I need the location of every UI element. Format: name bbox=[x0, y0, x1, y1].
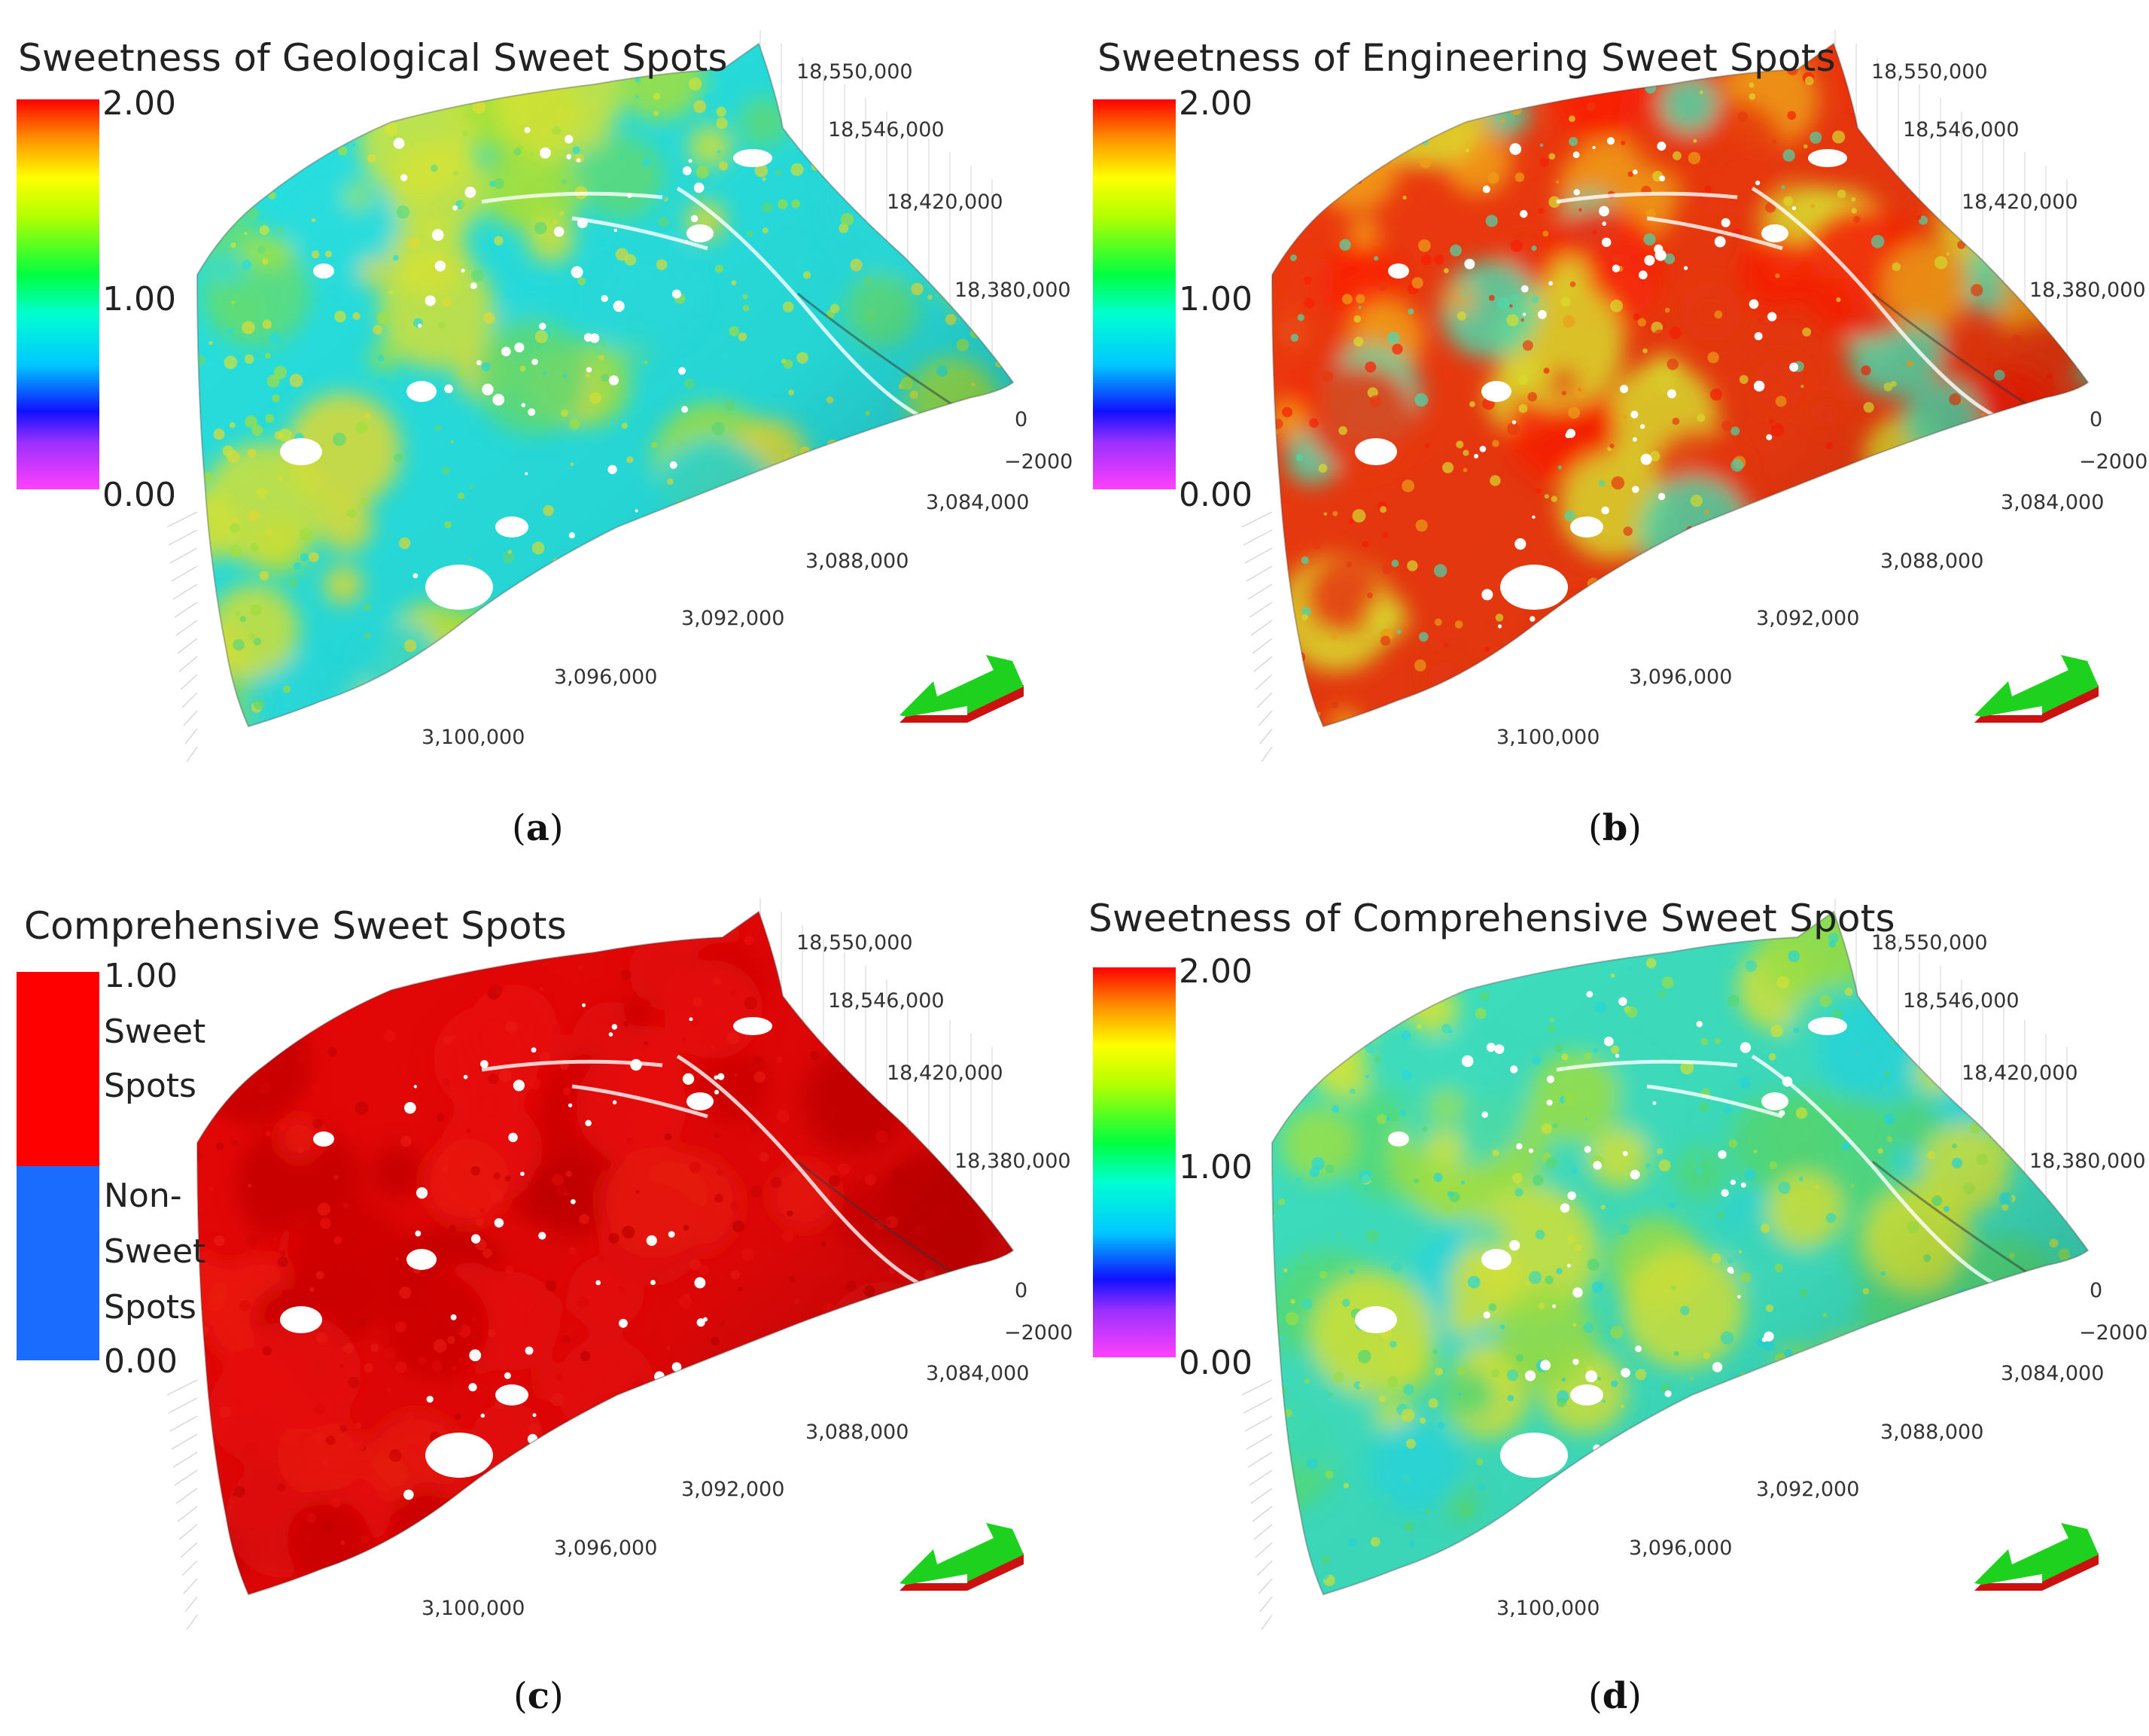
panel-a-caption-letter: a bbox=[525, 807, 549, 849]
surface-edge-c bbox=[196, 910, 1015, 1596]
surface-edge-b bbox=[1271, 42, 2090, 728]
x-tick-a-0: 3,084,000 bbox=[926, 491, 1030, 514]
surface-map-b bbox=[1241, 30, 2099, 763]
colorbar-c-top: 1.00 bbox=[104, 957, 178, 995]
direction-arrow-c-icon bbox=[899, 1523, 1024, 1591]
panel-d: Sweetness of Comprehensive Sweet Spots 2… bbox=[1075, 868, 2149, 1736]
colorbar-d bbox=[1093, 967, 1176, 1357]
z-tick-a-1: −2000 bbox=[1004, 450, 1073, 474]
colorbar-c-non-l2: Sweet bbox=[104, 1232, 206, 1271]
surface-edge-d bbox=[1271, 910, 2090, 1596]
y-tick-c-2: 18,420,000 bbox=[887, 1061, 1003, 1085]
panel-b-caption-letter: b bbox=[1602, 807, 1628, 849]
z-tick-a-0: 0 bbox=[1015, 408, 1028, 431]
colorbar-d-bottom: 0.00 bbox=[1179, 1344, 1253, 1382]
panel-c-caption-letter: c bbox=[527, 1675, 549, 1717]
panel-d-title: Sweetness of Comprehensive Sweet Spots bbox=[1088, 897, 1895, 940]
direction-arrow-d-icon bbox=[1974, 1523, 2099, 1591]
colorbar-b-mid: 1.00 bbox=[1179, 280, 1253, 318]
colorbar-c-sweet bbox=[17, 972, 99, 1166]
x-tick-c-3: 3,096,000 bbox=[554, 1537, 658, 1560]
y-tick-a-0: 18,550,000 bbox=[796, 60, 913, 84]
colorbar-b bbox=[1093, 99, 1176, 489]
x-tick-a-1: 3,088,000 bbox=[805, 550, 909, 573]
x-tick-c-2: 3,092,000 bbox=[681, 1478, 785, 1501]
z-tick-b-1: −2000 bbox=[2079, 450, 2148, 474]
axis-grid-b bbox=[1241, 30, 2068, 763]
x-tick-b-0: 3,084,000 bbox=[2001, 491, 2105, 514]
panel-d-caption: (d) bbox=[1588, 1675, 1642, 1717]
x-tick-a-3: 3,096,000 bbox=[554, 665, 658, 689]
y-tick-b-0: 18,550,000 bbox=[1871, 60, 1988, 84]
panel-a: Sweetness of Geological Sweet Spots 2.00… bbox=[0, 0, 1074, 868]
colorbar-c-bottom: 0.00 bbox=[104, 1342, 178, 1381]
z-tick-c-1: −2000 bbox=[1004, 1321, 1073, 1345]
colorbar-a-mid: 1.00 bbox=[102, 280, 176, 318]
z-tick-c-0: 0 bbox=[1015, 1279, 1028, 1302]
x-tick-c-1: 3,088,000 bbox=[805, 1421, 909, 1444]
y-tick-a-3: 18,380,000 bbox=[954, 279, 1071, 302]
y-tick-c-0: 18,550,000 bbox=[796, 931, 913, 955]
panel-b: Sweetness of Engineering Sweet Spots 2.0… bbox=[1075, 0, 2149, 868]
surface-map-d bbox=[1241, 898, 2099, 1631]
panel-c: Comprehensive Sweet Spots 1.00 Sweet Spo… bbox=[0, 868, 1074, 1736]
y-tick-b-1: 18,546,000 bbox=[1903, 118, 2020, 142]
surface-map-c bbox=[166, 898, 1024, 1631]
colorbar-c-non-l3: Spots bbox=[104, 1288, 196, 1326]
panel-d-caption-letter: d bbox=[1602, 1675, 1628, 1717]
y-tick-b-2: 18,420,000 bbox=[1962, 190, 2078, 214]
panel-c-caption: (c) bbox=[513, 1675, 564, 1717]
colorbar-c-non-sweet bbox=[17, 1166, 99, 1360]
x-tick-a-4: 3,100,000 bbox=[422, 726, 525, 749]
x-tick-b-4: 3,100,000 bbox=[1496, 726, 1600, 749]
x-tick-b-3: 3,096,000 bbox=[1629, 665, 1733, 689]
panel-b-title: Sweetness of Engineering Sweet Spots bbox=[1097, 36, 1836, 80]
y-tick-d-2: 18,420,000 bbox=[1962, 1061, 2078, 1085]
z-tick-d-1: −2000 bbox=[2079, 1321, 2148, 1345]
colorbar-b-top: 2.00 bbox=[1179, 84, 1253, 123]
x-tick-c-0: 3,084,000 bbox=[926, 1362, 1030, 1385]
y-tick-d-1: 18,546,000 bbox=[1903, 989, 2020, 1013]
y-tick-d-0: 18,550,000 bbox=[1871, 931, 1988, 955]
y-tick-d-3: 18,380,000 bbox=[2029, 1150, 2146, 1173]
x-tick-b-1: 3,088,000 bbox=[1880, 550, 1984, 573]
panel-b-caption: (b) bbox=[1588, 807, 1642, 849]
y-tick-b-3: 18,380,000 bbox=[2029, 279, 2146, 302]
surface-map-a bbox=[166, 30, 1024, 763]
x-tick-d-1: 3,088,000 bbox=[1880, 1421, 1984, 1444]
colorbar-c-sweet-l1: Sweet bbox=[104, 1013, 206, 1051]
z-tick-b-0: 0 bbox=[2090, 408, 2103, 431]
x-tick-d-4: 3,100,000 bbox=[1496, 1597, 1600, 1620]
colorbar-d-mid: 1.00 bbox=[1179, 1148, 1253, 1186]
colorbar-b-bottom: 0.00 bbox=[1179, 476, 1253, 514]
colorbar-a-top: 2.00 bbox=[102, 84, 176, 123]
direction-arrow-b-icon bbox=[1974, 655, 2099, 723]
colorbar-c-non-l1: Non- bbox=[104, 1177, 182, 1215]
colorbar-a bbox=[17, 99, 99, 489]
x-tick-c-4: 3,100,000 bbox=[422, 1597, 525, 1620]
direction-arrow-a-icon bbox=[899, 655, 1024, 723]
z-tick-d-0: 0 bbox=[2090, 1279, 2103, 1302]
x-tick-d-2: 3,092,000 bbox=[1756, 1478, 1860, 1501]
colorbar-d-top: 2.00 bbox=[1179, 952, 1253, 991]
y-tick-c-1: 18,546,000 bbox=[828, 989, 945, 1013]
x-tick-d-0: 3,084,000 bbox=[2001, 1362, 2105, 1385]
y-tick-a-1: 18,546,000 bbox=[828, 118, 945, 142]
surface-edge-a bbox=[196, 42, 1015, 728]
y-tick-c-3: 18,380,000 bbox=[954, 1150, 1071, 1173]
colorbar-c-sweet-l2: Spots bbox=[104, 1067, 196, 1105]
panel-a-caption: (a) bbox=[512, 807, 564, 849]
x-tick-a-2: 3,092,000 bbox=[681, 607, 785, 630]
y-tick-a-2: 18,420,000 bbox=[887, 190, 1003, 214]
x-tick-d-3: 3,096,000 bbox=[1629, 1537, 1733, 1560]
colorbar-a-bottom: 0.00 bbox=[102, 476, 176, 514]
x-tick-b-2: 3,092,000 bbox=[1756, 607, 1860, 630]
panel-c-title: Comprehensive Sweet Spots bbox=[24, 904, 567, 948]
panel-a-title: Sweetness of Geological Sweet Spots bbox=[18, 36, 728, 80]
